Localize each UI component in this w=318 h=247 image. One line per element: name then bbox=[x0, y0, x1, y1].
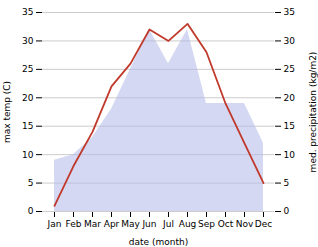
svg-text:Jun: Jun bbox=[141, 219, 156, 229]
svg-text:med. precipitation (kg/m2): med. precipitation (kg/m2) bbox=[308, 52, 318, 173]
svg-text:15: 15 bbox=[22, 121, 33, 131]
svg-text:max temp (C): max temp (C) bbox=[2, 81, 12, 143]
svg-text:35: 35 bbox=[22, 7, 33, 17]
svg-text:25: 25 bbox=[284, 64, 295, 74]
svg-text:Feb: Feb bbox=[66, 219, 82, 229]
svg-text:35: 35 bbox=[284, 7, 295, 17]
svg-text:10: 10 bbox=[284, 150, 296, 160]
svg-text:Oct: Oct bbox=[218, 219, 234, 229]
svg-text:25: 25 bbox=[22, 64, 33, 74]
svg-text:0: 0 bbox=[28, 206, 34, 216]
svg-text:20: 20 bbox=[22, 93, 34, 103]
svg-text:5: 5 bbox=[284, 178, 290, 188]
svg-text:30: 30 bbox=[22, 36, 34, 46]
svg-text:date (month): date (month) bbox=[129, 237, 188, 247]
svg-text:Nov: Nov bbox=[236, 219, 254, 229]
svg-text:15: 15 bbox=[284, 121, 295, 131]
svg-text:Apr: Apr bbox=[104, 219, 120, 229]
svg-text:Jul: Jul bbox=[162, 219, 174, 229]
svg-text:5: 5 bbox=[28, 178, 34, 188]
svg-text:0: 0 bbox=[284, 206, 290, 216]
svg-text:May: May bbox=[121, 219, 140, 229]
svg-text:Aug: Aug bbox=[179, 219, 197, 229]
svg-text:Mar: Mar bbox=[84, 219, 101, 229]
svg-text:Dec: Dec bbox=[255, 219, 272, 229]
svg-text:Sep: Sep bbox=[198, 219, 215, 229]
svg-text:Jan: Jan bbox=[47, 219, 62, 229]
svg-text:10: 10 bbox=[22, 150, 34, 160]
svg-text:30: 30 bbox=[284, 36, 296, 46]
svg-text:20: 20 bbox=[284, 93, 296, 103]
